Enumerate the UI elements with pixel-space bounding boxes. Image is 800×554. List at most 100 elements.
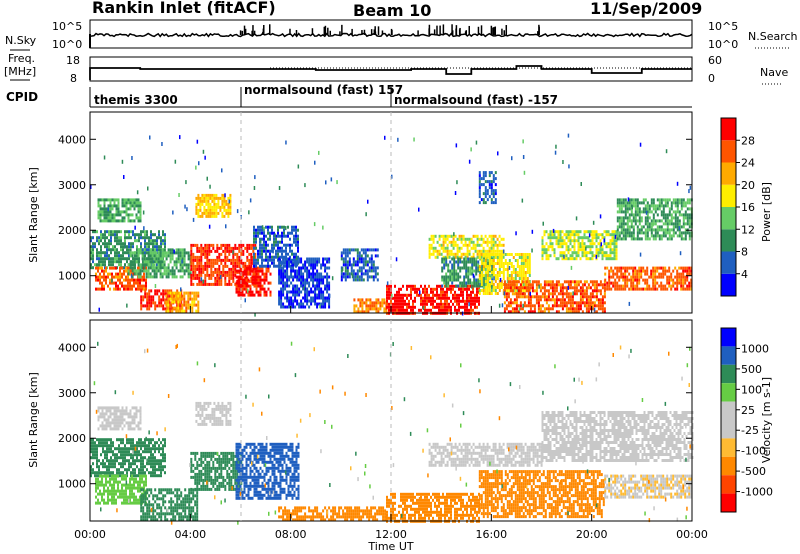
heat-cell (620, 204, 623, 208)
heat-cell (206, 246, 209, 250)
heat-cell (308, 281, 311, 285)
heat-cell (626, 266, 629, 270)
heat-cell (149, 275, 152, 279)
heat-cell (324, 269, 327, 273)
heat-cell (478, 256, 481, 259)
heat-cell (451, 275, 454, 279)
heat-cell (242, 261, 245, 265)
heat-cell (440, 302, 442, 306)
heat-cell (374, 248, 377, 252)
heat-cell (597, 248, 600, 252)
heat-cell (150, 242, 152, 246)
heat-cell (147, 251, 150, 255)
heat-cell (565, 292, 568, 296)
heat-cell (529, 283, 532, 287)
heat-cell (622, 275, 625, 279)
heat-cell (416, 293, 418, 297)
heat-cell (486, 259, 489, 262)
heat-cell (232, 246, 235, 250)
heat-cell (476, 237, 479, 241)
heat-cell (302, 305, 305, 309)
heat-cell (371, 301, 374, 305)
heat-cell (583, 245, 586, 249)
heat-cell (357, 298, 360, 302)
heat-cell (193, 300, 196, 304)
heat-cell (607, 230, 610, 234)
heat-cell (275, 264, 277, 268)
heat-cell (488, 253, 491, 256)
heat-cell (255, 258, 257, 262)
heat-cell (213, 199, 216, 203)
heat-cell (686, 231, 689, 235)
heat-cell (376, 254, 379, 258)
heat-cell (664, 204, 667, 208)
heat-cell (547, 298, 550, 302)
heat-cell (215, 208, 218, 212)
heat-cell (660, 204, 663, 208)
heat-cell (237, 290, 240, 294)
heat-cell (682, 222, 685, 226)
heat-cell (516, 274, 519, 277)
heat-cell (160, 304, 163, 308)
heat-cell (124, 251, 126, 255)
heat-cell (111, 216, 114, 220)
heat-cell (324, 302, 327, 306)
heat-cell (636, 231, 639, 235)
heat-cell (354, 248, 357, 252)
heat-cell (510, 277, 513, 280)
heat-cell (203, 205, 206, 209)
heat-cell (520, 265, 523, 268)
heat-cell (664, 287, 667, 291)
heat-cell (122, 248, 124, 252)
heat-cell (137, 266, 139, 270)
heat-cell (164, 298, 167, 302)
heat-cell (314, 272, 317, 276)
heat-cell (496, 274, 499, 277)
heat-cell (288, 302, 291, 306)
heat-cell (312, 269, 315, 273)
heat-cell (557, 257, 560, 261)
heat-cell (529, 286, 532, 290)
heat-cell (287, 225, 289, 229)
heat-cell (377, 307, 380, 311)
heat-cell (215, 211, 218, 215)
heat-cell (616, 228, 619, 232)
heat-cell (171, 300, 174, 304)
heat-cell (282, 269, 285, 273)
heat-cell (101, 269, 103, 273)
heat-cell (249, 290, 252, 294)
heat-cell (255, 281, 258, 285)
heat-cell (165, 309, 168, 313)
heat-cell (476, 299, 478, 303)
heat-cell (529, 307, 532, 311)
heat-cell (328, 302, 331, 306)
heat-cell (320, 272, 323, 276)
cpid-segment-2: normalsound (fast) 157 (244, 83, 403, 97)
heat-cell (484, 180, 487, 184)
heat-cell (656, 225, 659, 229)
heat-cell (420, 284, 422, 288)
heat-cell (211, 205, 214, 209)
heat-cell (658, 272, 661, 276)
heat-cell (234, 252, 237, 256)
heat-cell (101, 266, 103, 270)
heat-cell (610, 287, 613, 291)
heat-cell (120, 254, 122, 258)
heat-cell (412, 305, 414, 309)
heat-cell (551, 280, 554, 284)
heat-cell (496, 249, 499, 253)
heat-cell (442, 246, 445, 250)
heat-cell (108, 233, 110, 237)
heat-cell (324, 266, 327, 270)
heat-cell (396, 293, 398, 297)
heat-cell (363, 301, 366, 305)
heat-cell (366, 248, 369, 252)
heat-cell (376, 278, 379, 282)
heat-cell (269, 272, 272, 276)
heat-cell (308, 275, 311, 279)
heat-cell (414, 299, 416, 303)
heat-cell (164, 292, 167, 296)
heat-cell (292, 293, 295, 297)
heat-cell (456, 246, 459, 250)
heat-cell (559, 298, 562, 302)
